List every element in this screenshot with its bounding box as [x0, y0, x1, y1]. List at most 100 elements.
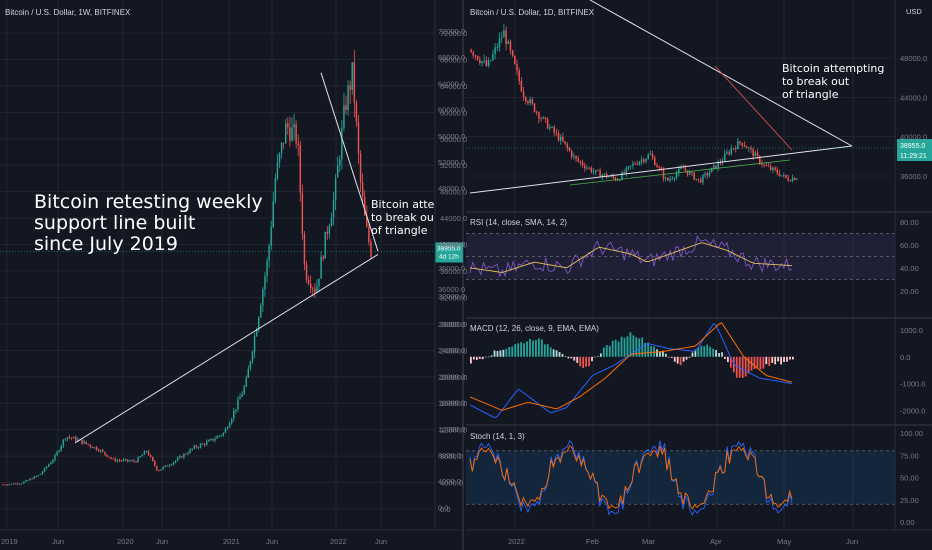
left-main-annotation: Bitcoin retesting weekly support line bu… [34, 191, 263, 255]
rsi-y-tick-label: 60.00 [900, 241, 919, 250]
weekly-candle [108, 456, 110, 458]
daily-candle [555, 132, 558, 134]
weekly-candle [178, 456, 181, 458]
daily-candle [559, 136, 562, 141]
weekly-candle [54, 455, 56, 461]
weekly-candle [303, 233, 306, 265]
macd-histogram-bar [673, 356, 676, 362]
macd-histogram-bar [697, 347, 700, 357]
weekly-candle [6, 484, 8, 486]
macd-histogram-bar [564, 356, 567, 357]
daily-candle [713, 165, 715, 168]
weekly-candle [341, 127, 343, 160]
daily-candle [616, 179, 619, 181]
daily-candle [516, 64, 518, 71]
weekly-candle [222, 432, 225, 436]
daily-candle [518, 70, 520, 82]
daily-candle [603, 173, 606, 175]
macd-histogram-bar [744, 356, 747, 377]
daily-candle [776, 169, 778, 174]
daily-candle [479, 59, 481, 64]
weekly-candle [154, 460, 156, 466]
weekly-candle [70, 437, 73, 439]
macd-histogram-bar [514, 344, 517, 357]
weekly-candle [351, 62, 353, 90]
macd-histogram-bar [735, 356, 738, 378]
daily-candle [529, 99, 531, 104]
daily-candle [492, 53, 494, 60]
daily-candle [667, 177, 669, 181]
weekly-candle [295, 124, 297, 144]
weekly-candle [247, 368, 250, 378]
rsi-y-tick-label: 80.00 [900, 218, 919, 227]
daily-candle [710, 167, 713, 173]
daily-candle [623, 172, 625, 174]
right-y-tick-label: 40000.0 [900, 133, 927, 142]
macd-histogram-bar [481, 356, 484, 360]
daily-candle [579, 161, 582, 163]
daily-candle [557, 133, 560, 141]
weekly-candle [81, 439, 83, 444]
daily-candle [599, 170, 601, 177]
daily-candle [673, 177, 676, 179]
weekly-candle [120, 460, 123, 462]
stoch-d-line [469, 445, 793, 510]
right-left-axis-label: 68000.0 [438, 53, 465, 62]
daily-candle [680, 167, 682, 169]
macd-histogram-bar [597, 356, 599, 357]
macd-histogram-bar [576, 356, 579, 363]
daily-candle [737, 141, 739, 150]
left-y-tick-label: 52000.0 [440, 161, 467, 170]
daily-candle [693, 172, 695, 180]
weekly-candle [158, 470, 160, 472]
weekly-candle [370, 241, 372, 257]
daily-candle [586, 167, 588, 169]
macd-histogram-bar [611, 340, 614, 357]
weekly-candle [129, 460, 131, 462]
weekly-candle [14, 483, 17, 485]
daily-candle [750, 147, 752, 150]
weekly-candle [251, 352, 254, 362]
weekly-candle [197, 447, 200, 449]
macd-histogram-bar [472, 356, 475, 360]
daily-candle [695, 178, 698, 180]
daily-candle [566, 143, 569, 148]
daily-candle [546, 119, 549, 129]
weekly-candle [226, 427, 229, 429]
macd-histogram-bar [567, 356, 570, 359]
macd-histogram-bar [549, 347, 552, 357]
daily-candle [522, 91, 525, 98]
daily-candle [754, 152, 757, 157]
daily-candle [524, 97, 527, 102]
right-left-axis-label: 8000.0 [438, 451, 461, 460]
left-chart-group [0, 0, 463, 530]
weekly-candle [172, 462, 175, 465]
daily-candle [769, 166, 772, 170]
daily-green-trendline [569, 159, 791, 186]
left-price-countdown: 4d 12h [439, 253, 459, 260]
macd-histogram-bar [691, 352, 694, 357]
weekly-candle [243, 386, 245, 394]
weekly-candle [75, 437, 77, 441]
rsi-line [469, 235, 793, 278]
daily-candle [730, 148, 733, 154]
weekly-candle [208, 440, 210, 442]
weekly-candle [139, 456, 141, 458]
stoch-band [466, 450, 895, 505]
daily-candle [605, 173, 608, 178]
macd-histogram-bar [759, 356, 762, 370]
weekly-candle [131, 460, 133, 462]
right-price-badge [897, 139, 932, 161]
daily-candle [708, 172, 711, 176]
daily-candle [723, 153, 726, 161]
weekly-candle [316, 286, 318, 293]
weekly-candle [210, 438, 212, 441]
weekly-candle [289, 127, 291, 141]
macd-histogram-bar [508, 347, 511, 357]
daily-candle [597, 170, 599, 171]
weekly-candle [299, 145, 302, 193]
right-left-axis-label: 60000.0 [438, 106, 465, 115]
macd-histogram-bar [653, 346, 655, 357]
macd-histogram-bar [706, 344, 709, 357]
